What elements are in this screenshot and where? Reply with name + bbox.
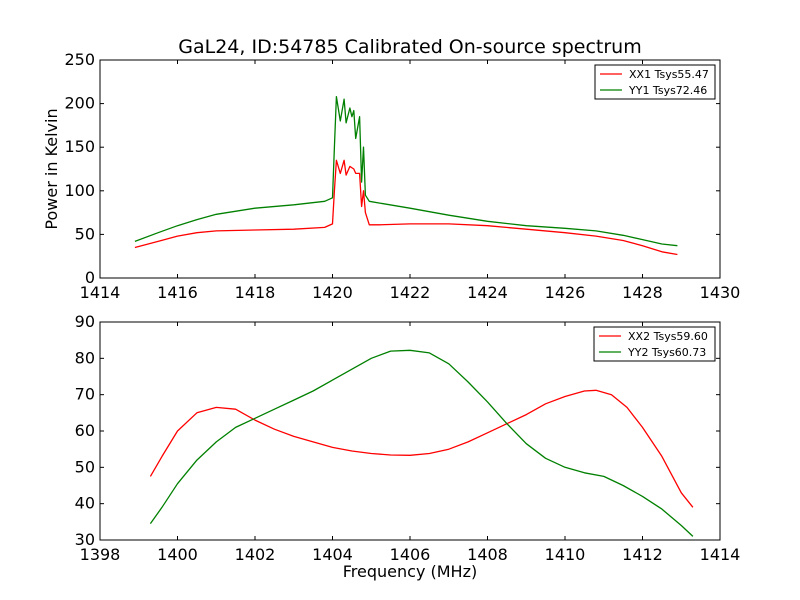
x-tick-label: 1420 xyxy=(312,283,353,302)
series-line-yy1 xyxy=(134,95,678,247)
x-tick-label: 1400 xyxy=(157,545,198,564)
legend-label-xx1: XX1 Tsys55.47 xyxy=(629,68,709,81)
x-tick-label: 1428 xyxy=(622,283,663,302)
x-tick-label: 1426 xyxy=(545,283,586,302)
bottom-series-lines xyxy=(149,349,694,537)
x-tick-label: 1422 xyxy=(390,283,431,302)
top-series-lines xyxy=(134,95,678,256)
legend-label-yy2: YY2 Tsys60.73 xyxy=(627,346,706,359)
y-tick-label: 30 xyxy=(75,530,95,549)
series-line-yy2 xyxy=(149,349,694,537)
top-legend: XX1 Tsys55.47 YY1 Tsys72.46 xyxy=(594,64,716,100)
x-tick-label: 1404 xyxy=(312,545,353,564)
y-tick-label: 50 xyxy=(75,224,95,243)
x-tick-label: 1414 xyxy=(80,283,121,302)
x-tick-label: 1418 xyxy=(235,283,276,302)
y-tick-label: 40 xyxy=(75,494,95,513)
chart-title: GaL24, ID:54785 Calibrated On-source spe… xyxy=(178,36,641,58)
x-tick-label: 1408 xyxy=(467,545,508,564)
x-tick-label: 1416 xyxy=(157,283,198,302)
y-tick-label: 0 xyxy=(85,268,95,287)
y-tick-label: 150 xyxy=(64,137,95,156)
x-tick-label: 1410 xyxy=(545,545,586,564)
top-y-axis-label: Power in Kelvin xyxy=(42,108,61,229)
x-tick-label: 1414 xyxy=(700,545,741,564)
x-tick-label: 1430 xyxy=(700,283,741,302)
legend-label-yy1: YY1 Tsys72.46 xyxy=(628,84,707,97)
x-tick-label: 1406 xyxy=(390,545,431,564)
bottom-legend: XX2 Tsys59.60 YY2 Tsys60.73 xyxy=(593,326,716,362)
y-tick-label: 90 xyxy=(75,312,95,331)
y-tick-label: 70 xyxy=(75,385,95,404)
top-chart: GaL24, ID:54785 Calibrated On-source spe… xyxy=(42,36,740,302)
x-axis-label: Frequency (MHz) xyxy=(343,562,477,581)
y-tick-label: 50 xyxy=(75,457,95,476)
y-tick-label: 80 xyxy=(75,348,95,367)
y-tick-label: 60 xyxy=(75,421,95,440)
top-ticks: 1414 1416 1418 1420 1422 1424 1426 1428 1430 0 50 1… xyxy=(64,50,740,302)
x-tick-label: 1402 xyxy=(235,545,276,564)
legend-box xyxy=(593,326,716,362)
bottom-ticks: 1398 1400 1402 1404 1406 1408 1410 1412 1414 30 40… xyxy=(75,312,741,564)
x-tick-label: 1398 xyxy=(80,545,121,564)
legend-box xyxy=(594,64,716,100)
legend-label-xx2: XX2 Tsys59.60 xyxy=(628,330,708,343)
series-line-xx1 xyxy=(134,159,678,256)
x-tick-label: 1412 xyxy=(622,545,663,564)
y-tick-label: 100 xyxy=(64,181,95,200)
bottom-chart: 1398 1400 1402 1404 1406 1408 1410 1412 1414 30 40… xyxy=(75,312,741,581)
x-tick-label: 1424 xyxy=(467,283,508,302)
y-tick-label: 250 xyxy=(64,50,95,69)
series-line-xx2 xyxy=(149,389,694,508)
y-tick-label: 200 xyxy=(64,94,95,113)
